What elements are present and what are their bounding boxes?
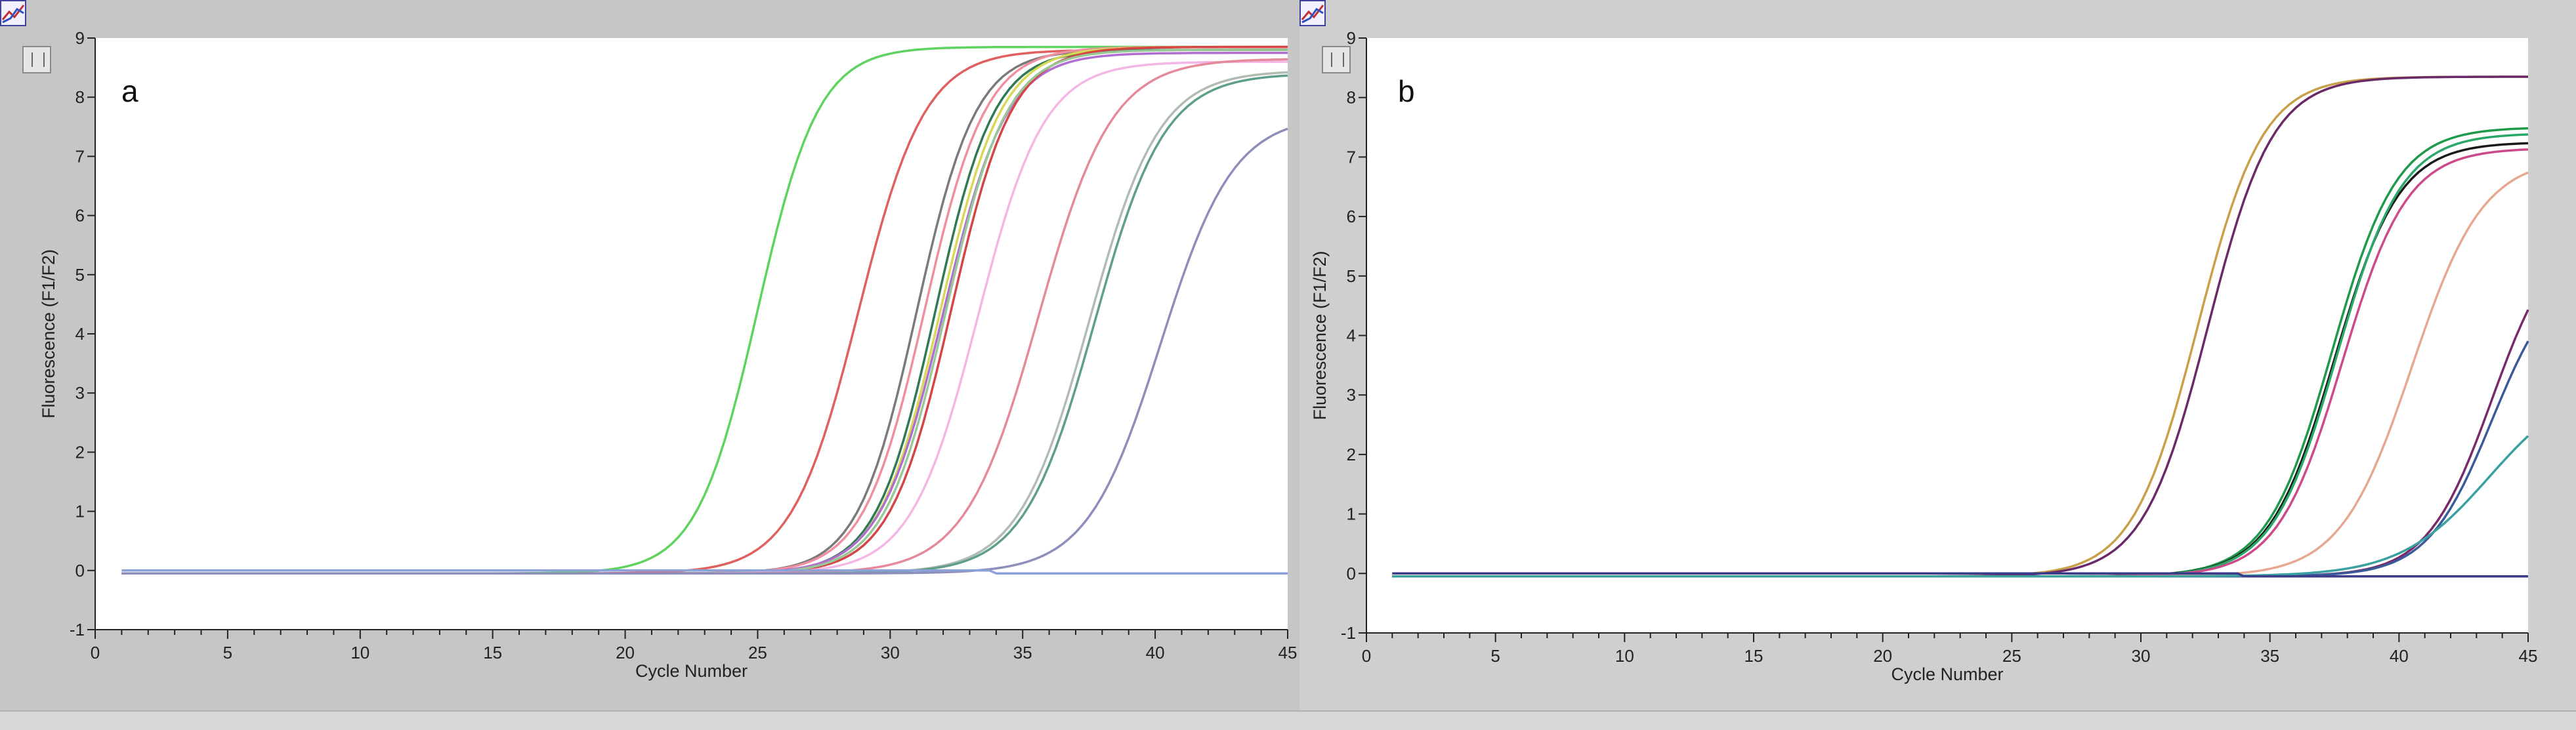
y-tick-label: 8 — [1347, 88, 1356, 108]
chart-window-icon — [1299, 0, 1326, 26]
y-tick-label: 7 — [75, 146, 85, 166]
y-tick-label: 9 — [75, 28, 85, 48]
x-axis-label: Cycle Number — [635, 661, 748, 681]
y-tick-label: 2 — [1347, 445, 1356, 464]
x-tick-label: 10 — [1615, 646, 1634, 666]
panel-label-b: b — [1398, 74, 1415, 108]
y-tick-label: 3 — [1347, 385, 1356, 405]
y-tick-label: 5 — [75, 265, 85, 285]
y-axis-label: Fluorescence (F1/F2) — [39, 249, 58, 418]
series-group — [1392, 75, 2529, 578]
x-tick-label: 20 — [616, 643, 635, 662]
y-axis-label: Fluorescence (F1/F2) — [1310, 251, 1330, 420]
x-tick-label: 20 — [1873, 646, 1892, 666]
x-tick-label: 25 — [2002, 646, 2021, 666]
x-tick-label: 5 — [223, 643, 232, 662]
x-tick-label: 35 — [2260, 646, 2279, 666]
plot-area — [1366, 38, 2528, 633]
y-tick-label: 4 — [1347, 326, 1356, 346]
series-group — [121, 45, 1288, 575]
chart-panel-a: -1 0 1 2 3 4 5 6 7 8 9 0 5 10 15 20 25 30 35 40 45 Cycle Numb… — [0, 0, 1299, 730]
x-tick-label: 0 — [91, 643, 100, 662]
y-tick-label: 3 — [75, 383, 85, 403]
panel-label-a: a — [121, 74, 138, 108]
restore-button[interactable] — [22, 46, 51, 73]
y-tick-label: 9 — [1347, 28, 1356, 48]
status-strip-a — [0, 710, 1299, 730]
y-tick-label: -1 — [70, 620, 85, 639]
plot-area — [95, 38, 1288, 630]
x-tick-label: 35 — [1013, 643, 1032, 662]
x-tick-label: 45 — [1278, 643, 1298, 662]
y-tick-label: 6 — [75, 206, 85, 226]
y-tick-label: 1 — [1347, 504, 1356, 524]
x-tick-label: 30 — [2132, 646, 2151, 666]
x-tick-label: 5 — [1490, 646, 1500, 666]
series-line-0-14 — [121, 569, 1288, 575]
x-tick-label: 0 — [1362, 646, 1371, 666]
y-tick-label: 2 — [75, 442, 85, 462]
x-tick-label: 25 — [748, 643, 767, 662]
chart-window-icon — [0, 0, 26, 26]
x-tick-label: 10 — [350, 643, 370, 662]
chart-panel-b: -1 0 1 2 3 4 5 6 7 8 9 0 5 10 15 20 25 30 35 40 45 Cycle Numb… — [1299, 0, 2576, 730]
y-tick-label: 5 — [1347, 266, 1356, 286]
x-tick-label: 15 — [483, 643, 502, 662]
x-tick-label: 40 — [1146, 643, 1165, 662]
series-line-1-9 — [1392, 435, 2529, 578]
y-tick-label: 4 — [75, 324, 85, 344]
y-tick-label: 7 — [1347, 147, 1356, 167]
y-tick-label: -1 — [1341, 623, 1356, 643]
x-tick-label: 45 — [2519, 646, 2538, 666]
restore-button[interactable] — [1322, 46, 1351, 73]
series-line-0-13 — [121, 127, 1288, 575]
x-axis-label: Cycle Number — [1891, 664, 2003, 684]
y-tick-label: 0 — [1347, 563, 1356, 583]
series-line-1-10 — [1392, 572, 2528, 578]
x-tick-label: 30 — [881, 643, 900, 662]
y-tick-label: 0 — [75, 561, 85, 580]
x-tick-label: 15 — [1744, 646, 1763, 666]
y-tick-label: 8 — [75, 87, 85, 107]
y-tick-label: 1 — [75, 502, 85, 521]
status-strip-b — [1299, 710, 2576, 730]
x-tick-label: 40 — [2390, 646, 2409, 666]
y-tick-label: 6 — [1347, 207, 1356, 226]
